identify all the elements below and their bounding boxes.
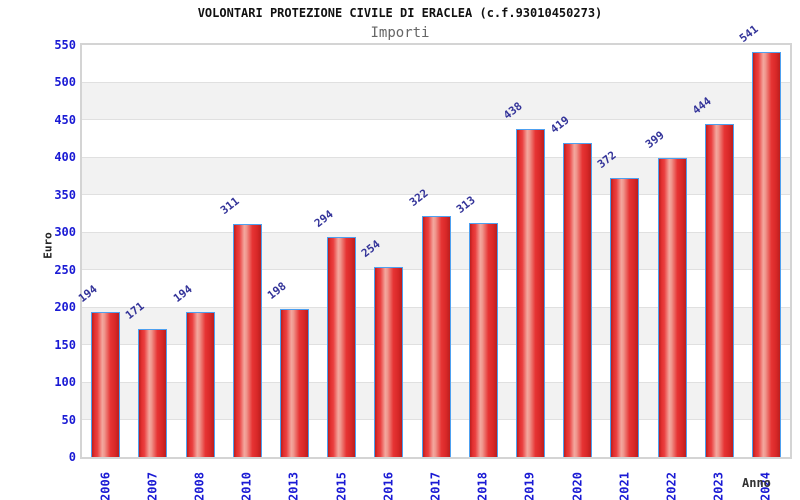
x-tick-label: 2013	[286, 472, 301, 500]
chart-title: VOLONTARI PROTEZIONE CIVILE DI ERACLEA (…	[197, 6, 603, 20]
y-tick-label: 500	[54, 75, 76, 90]
x-tick-label: 2018	[475, 472, 490, 500]
y-tick-label: 200	[54, 300, 76, 315]
bar	[468, 222, 498, 457]
bar	[138, 328, 168, 457]
y-tick-label: 0	[68, 450, 76, 464]
x-axis-title: Anno	[742, 476, 771, 490]
x-tick-label: 2022	[664, 472, 679, 500]
bar	[563, 143, 593, 457]
x-tick-label: 2007	[145, 472, 160, 500]
x-tick-label: 2020	[570, 472, 585, 500]
bar	[610, 178, 640, 457]
bar	[704, 124, 734, 457]
y-tick-label: 250	[54, 262, 76, 277]
plot-band-gray	[82, 82, 790, 120]
plot-border	[80, 43, 792, 459]
bar	[185, 311, 215, 457]
y-tick-label: 400	[54, 150, 76, 165]
x-tick-label: 2023	[711, 472, 726, 500]
y-tick-label: 300	[54, 225, 76, 240]
gridline	[82, 119, 790, 121]
bar	[232, 224, 262, 457]
chart-subtitle: Importi	[370, 25, 430, 41]
x-tick-label: 2010	[239, 472, 254, 500]
y-tick-label: 100	[54, 375, 76, 390]
y-tick-label: 450	[54, 112, 76, 127]
bar	[657, 158, 687, 457]
y-tick-label: 350	[54, 187, 76, 202]
x-tick-label: 2016	[381, 472, 396, 500]
y-tick-label: 150	[54, 337, 76, 352]
gridline	[82, 81, 790, 83]
bar	[515, 128, 545, 457]
x-tick-label: 2006	[98, 472, 113, 500]
x-tick-label: 2008	[192, 472, 207, 500]
x-tick-label: 2015	[334, 472, 349, 500]
gridline	[82, 194, 790, 196]
x-tick-label: 2021	[617, 472, 632, 500]
bar	[327, 236, 357, 457]
bar	[279, 308, 309, 457]
x-tick-label: 2019	[522, 472, 537, 500]
y-axis-title: Euro	[41, 232, 55, 259]
bar	[751, 51, 781, 457]
y-tick-label: 50	[61, 412, 76, 427]
gridline	[82, 156, 790, 158]
bar	[421, 215, 451, 457]
x-tick-label: 2017	[428, 472, 443, 500]
bar	[91, 311, 121, 457]
y-tick-label: 550	[54, 38, 76, 52]
bar	[374, 266, 404, 457]
